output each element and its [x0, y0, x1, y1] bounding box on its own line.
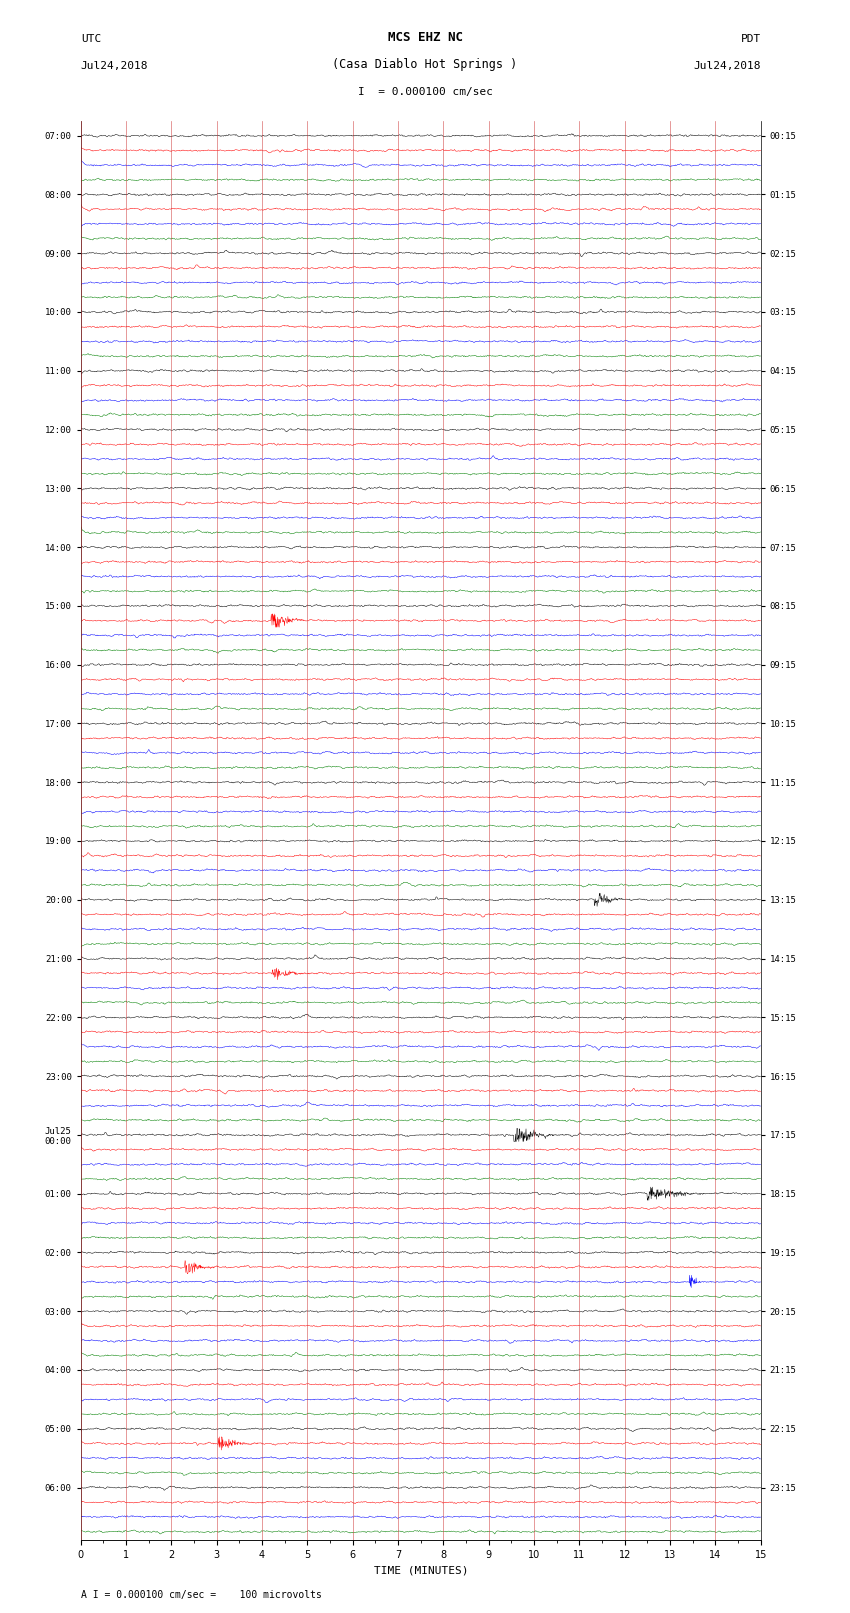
X-axis label: TIME (MINUTES): TIME (MINUTES): [373, 1566, 468, 1576]
Text: A I = 0.000100 cm/sec =    100 microvolts: A I = 0.000100 cm/sec = 100 microvolts: [81, 1590, 321, 1600]
Text: I  = 0.000100 cm/sec: I = 0.000100 cm/sec: [358, 87, 492, 97]
Text: (Casa Diablo Hot Springs ): (Casa Diablo Hot Springs ): [332, 58, 518, 71]
Text: MCS EHZ NC: MCS EHZ NC: [388, 31, 462, 44]
Text: UTC: UTC: [81, 34, 101, 44]
Text: PDT: PDT: [740, 34, 761, 44]
Text: Jul24,2018: Jul24,2018: [81, 61, 148, 71]
Text: Jul24,2018: Jul24,2018: [694, 61, 761, 71]
